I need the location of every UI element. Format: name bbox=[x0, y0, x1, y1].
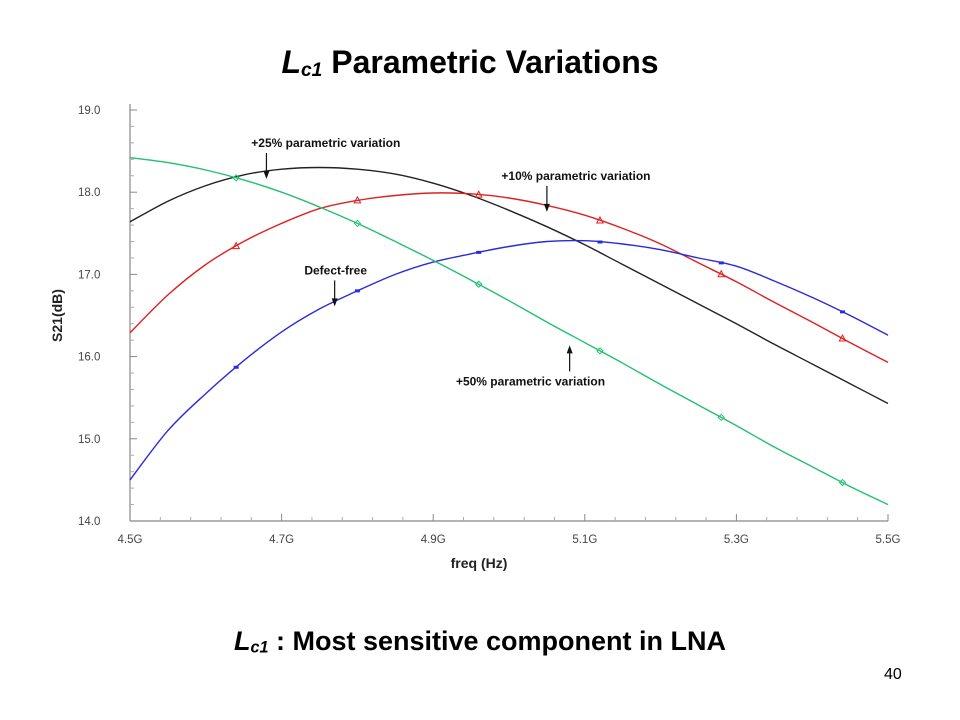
series-3-marker-2 bbox=[474, 280, 483, 288]
series-3-marker-4 bbox=[717, 413, 725, 422]
series-1-marker-5 bbox=[838, 333, 847, 342]
chart-annotations: +25% parametric variation +10% parametric… bbox=[251, 136, 650, 388]
series-1-marker-3 bbox=[595, 215, 604, 224]
y-tick-label: 14.0 bbox=[78, 516, 100, 528]
annotation-text-2: Defect-free bbox=[304, 263, 367, 277]
slide-subtitle: Lc1 : Most sensitive component in LNA bbox=[0, 626, 960, 657]
series-3-marker-0 bbox=[232, 174, 240, 182]
y-tick-label: 17.0 bbox=[78, 269, 100, 281]
series-3-marker-3 bbox=[596, 347, 604, 355]
page-number: 40 bbox=[884, 666, 902, 683]
title-subscript: c1 bbox=[301, 59, 323, 81]
annotation-rest: parametric variation bbox=[282, 136, 400, 150]
series-1-marker-1 bbox=[353, 195, 362, 204]
x-tick-label: 4.7G bbox=[269, 534, 294, 546]
title-symbol: L bbox=[281, 44, 302, 80]
annotation-text-3: +50% parametric variation bbox=[456, 374, 605, 388]
annotation-rest: parametric variation bbox=[487, 374, 605, 388]
title-text: Parametric Variations bbox=[322, 44, 659, 80]
x-tick-label: 5.5G bbox=[876, 534, 901, 546]
annotation-bold: +10% parametric variation bbox=[501, 169, 650, 183]
subtitle-text: : Most sensitive component in LNA bbox=[268, 626, 727, 656]
s21-frequency-chart: 14.0 15.0 16.0 17.0 18.0 19.0 4.5G 4.7G 4.9G 5.1G… bbox=[49, 104, 901, 571]
annotation-arrowhead-0 bbox=[263, 170, 270, 179]
annotation-arrowhead-1 bbox=[543, 203, 550, 212]
annotation-arrowhead-2 bbox=[331, 298, 338, 307]
y-tick-label: 18.0 bbox=[78, 187, 100, 199]
series-2-marker-0 bbox=[233, 365, 239, 369]
series-1-marker-0 bbox=[232, 241, 241, 250]
series-line-1 bbox=[129, 192, 889, 364]
slide-title: Lc1 Parametric Variations bbox=[0, 44, 940, 82]
series-1-marker-2 bbox=[474, 190, 483, 198]
series-line-2 bbox=[129, 239, 889, 481]
y-axis-label: S21(dB) bbox=[49, 289, 65, 342]
y-tick-label: 16.0 bbox=[78, 352, 100, 364]
subtitle-subscript: c1 bbox=[250, 638, 269, 657]
annotation-text-0: +25% parametric variation bbox=[251, 136, 400, 150]
series-2-marker-5 bbox=[840, 310, 846, 314]
x-tick-label: 4.9G bbox=[421, 534, 446, 546]
x-tick-label: 5.3G bbox=[724, 534, 749, 546]
series-3-marker-5 bbox=[838, 478, 847, 487]
series-2-marker-3 bbox=[597, 240, 603, 244]
series-3-marker-1 bbox=[353, 219, 362, 228]
series-line-3 bbox=[129, 157, 889, 506]
subtitle-symbol: L bbox=[233, 626, 251, 656]
series-1-marker-4 bbox=[717, 269, 726, 278]
annotation-bold: +50% bbox=[456, 374, 487, 388]
y-tick-label: 19.0 bbox=[78, 105, 100, 117]
series-2-marker-4 bbox=[718, 261, 724, 265]
x-axis-label: freq (Hz) bbox=[451, 555, 508, 571]
annotation-bold: +25% bbox=[251, 136, 282, 150]
chart-axes: 14.0 15.0 16.0 17.0 18.0 19.0 4.5G 4.7G 4.9G 5.1G… bbox=[49, 104, 901, 571]
x-tick-label: 5.1G bbox=[572, 534, 597, 546]
annotation-bold: Defect-free bbox=[304, 263, 367, 277]
series-2-marker-1 bbox=[354, 289, 360, 293]
x-tick-label: 4.5G bbox=[118, 534, 143, 546]
series-line-0 bbox=[129, 166, 889, 405]
series-2-marker-2 bbox=[476, 250, 482, 254]
annotation-arrowhead-3 bbox=[566, 345, 573, 354]
annotation-text-1: +10% parametric variation bbox=[501, 169, 650, 183]
chart-series bbox=[129, 157, 889, 506]
y-tick-label: 15.0 bbox=[78, 434, 100, 446]
